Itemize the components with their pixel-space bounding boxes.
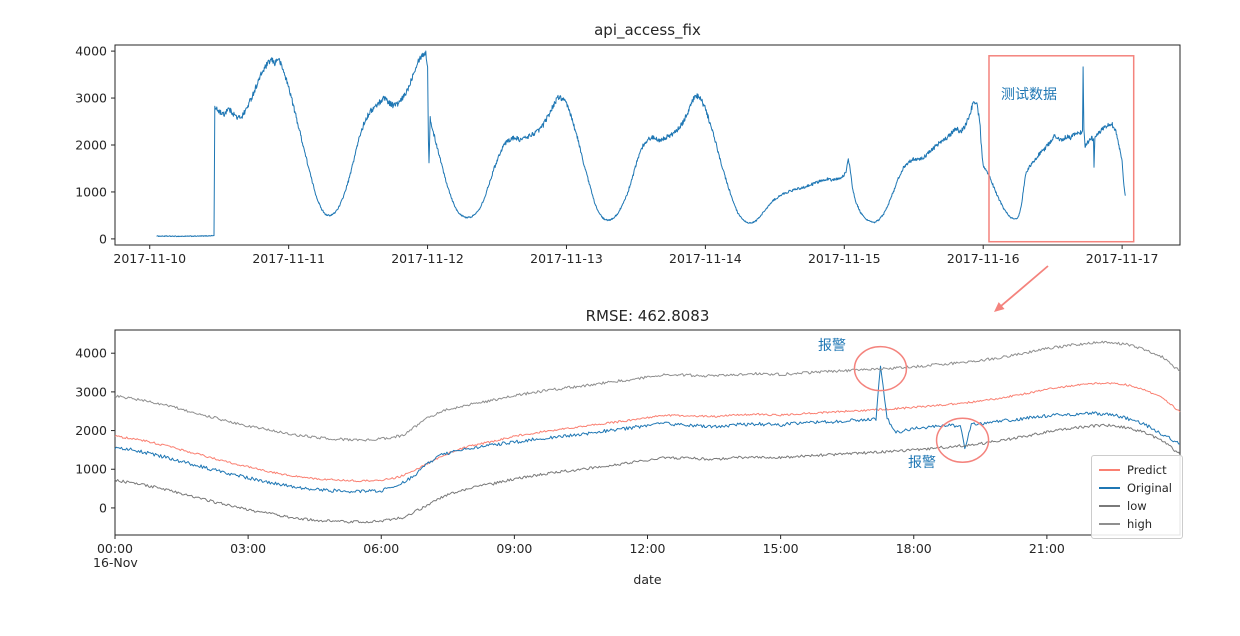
series-low-line xyxy=(114,423,1181,524)
xaxis-date-offset-label: 16-Nov xyxy=(93,555,138,570)
x-tick-label: 2017-11-16 xyxy=(947,251,1020,266)
y-tick-label: 2000 xyxy=(75,423,107,438)
legend-item-low: low xyxy=(1099,497,1172,515)
x-tick-label: 21:00 xyxy=(1029,541,1065,556)
series-high-line xyxy=(114,340,1181,442)
y-tick-label: 4000 xyxy=(75,346,107,361)
test-data-annotation-label: 测试数据 xyxy=(1001,87,1057,103)
legend-label-low: low xyxy=(1127,499,1147,513)
legend-line-swatch-original xyxy=(1099,487,1120,489)
y-tick-label: 0 xyxy=(99,500,107,515)
alarm-annotation-label-1: 报警 xyxy=(818,338,846,354)
legend-line-swatch-predict xyxy=(1099,469,1120,471)
axes-frame xyxy=(114,44,1181,246)
legend: Predict Original low high xyxy=(1091,455,1184,539)
legend-item-original: Original xyxy=(1099,479,1172,497)
x-tick-label: 18:00 xyxy=(896,541,932,556)
x-tick-label: 2017-11-12 xyxy=(391,251,464,266)
y-tick-label: 4000 xyxy=(75,44,107,59)
x-tick-label: 15:00 xyxy=(763,541,799,556)
x-tick-label: 06:00 xyxy=(363,541,399,556)
axes-frame xyxy=(114,329,1181,536)
series-predict-line xyxy=(114,382,1181,483)
bottom-xaxis-label: date xyxy=(633,572,662,587)
annotation-arrow xyxy=(997,265,1049,309)
legend-label-predict: Predict xyxy=(1127,463,1167,477)
x-tick-label: 03:00 xyxy=(230,541,266,556)
x-tick-label: 12:00 xyxy=(629,541,665,556)
alarm-circle xyxy=(853,345,908,392)
x-tick-label: 2017-11-10 xyxy=(113,251,186,266)
test-data-box xyxy=(988,55,1135,243)
series-api_access-line xyxy=(156,50,1126,238)
y-tick-label: 1000 xyxy=(75,184,107,199)
bottom-chart-title: RMSE: 462.8083 xyxy=(585,307,710,325)
y-tick-label: 3000 xyxy=(75,91,107,106)
x-tick-label: 00:00 xyxy=(97,541,133,556)
x-tick-label: 09:00 xyxy=(496,541,532,556)
legend-label-original: Original xyxy=(1127,481,1173,495)
legend-label-high: high xyxy=(1127,517,1153,531)
x-tick-label: 2017-11-11 xyxy=(252,251,325,266)
legend-line-swatch-high xyxy=(1099,523,1120,525)
legend-line-swatch-low xyxy=(1099,505,1120,507)
x-tick-label: 2017-11-13 xyxy=(530,251,603,266)
y-tick-label: 1000 xyxy=(75,462,107,477)
alarm-circle xyxy=(935,417,990,463)
alarm-annotation-label-2: 报警 xyxy=(908,455,936,471)
y-tick-label: 2000 xyxy=(75,138,107,153)
legend-item-predict: Predict xyxy=(1099,461,1172,479)
y-tick-label: 3000 xyxy=(75,384,107,399)
series-original-line xyxy=(114,365,1181,494)
x-tick-label: 2017-11-17 xyxy=(1086,251,1159,266)
y-tick-label: 0 xyxy=(99,231,107,246)
top-chart-title: api_access_fix xyxy=(594,21,701,39)
legend-item-high: high xyxy=(1099,515,1172,533)
annotation-arrow-head xyxy=(994,302,1005,312)
x-tick-label: 2017-11-15 xyxy=(808,251,881,266)
x-tick-label: 2017-11-14 xyxy=(669,251,742,266)
